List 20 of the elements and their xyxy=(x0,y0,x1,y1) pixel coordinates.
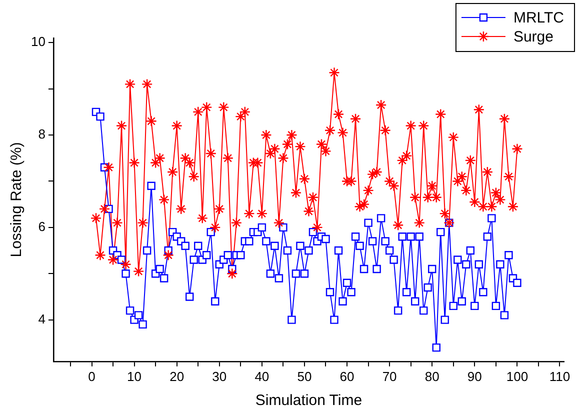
y-tick-label: 6 xyxy=(38,219,46,234)
x-tick-label: 80 xyxy=(424,368,440,384)
x-axis-title: Simulation Time xyxy=(255,392,362,410)
x-tick-label: 30 xyxy=(212,368,227,384)
x-tick-label: 50 xyxy=(297,368,312,384)
y-tick-label: 10 xyxy=(30,34,46,50)
x-tick-label: 90 xyxy=(467,368,482,384)
x-tick-label: 100 xyxy=(506,368,528,384)
x-tick-label: 70 xyxy=(382,368,397,384)
x-tick-label: 0 xyxy=(88,368,96,384)
x-tick-label: 20 xyxy=(170,368,184,384)
legend-label: MRLTC xyxy=(513,10,564,27)
x-tick-label: 40 xyxy=(254,368,270,384)
legend-label: Surge xyxy=(513,28,554,46)
x-tick-label: 10 xyxy=(127,368,142,384)
x-tick-label: 110 xyxy=(549,368,570,384)
y-tick-label: 8 xyxy=(38,126,46,142)
y-axis-title: Lossing Rate (%) xyxy=(8,142,26,258)
x-tick-label: 60 xyxy=(340,368,354,384)
y-tick-label: 4 xyxy=(38,311,46,326)
